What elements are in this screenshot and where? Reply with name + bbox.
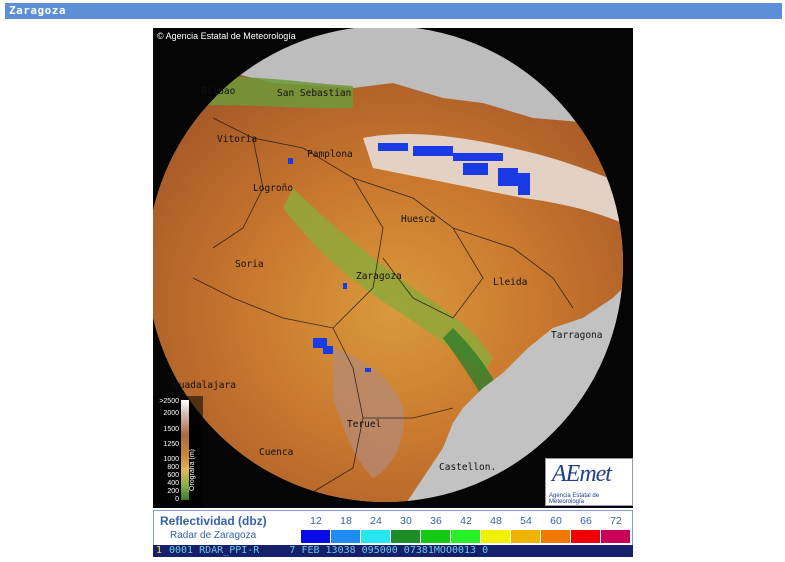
legend-color-swatch — [301, 530, 330, 543]
borders — [192, 117, 574, 499]
city-label-castellon: Castellon. — [439, 462, 497, 473]
radar-map-graphic — [153, 28, 623, 502]
legend-level-value: 12 — [310, 515, 322, 527]
credit-text: Agencia Estatal de Meteorología — [165, 31, 296, 41]
city-label-san-sebastian: San Sebastian — [277, 88, 352, 99]
scale-tick: 0 — [175, 496, 179, 503]
legend-level-value: 30 — [400, 515, 412, 527]
city-label-guadalajara: Guadalajara — [173, 380, 236, 391]
cantabrian-coast — [193, 76, 353, 109]
scale-tick: 600 — [167, 472, 179, 479]
legend-level-value: 24 — [370, 515, 382, 527]
legend-color-swatch — [511, 530, 540, 543]
legend-color-swatch — [601, 530, 630, 543]
radar-map: © Agencia Estatal de Meteorología Bilbao… — [153, 28, 633, 508]
city-label-logrono: Logroño — [253, 183, 294, 194]
legend-level-value: 60 — [550, 515, 562, 527]
legend-title: Reflectividad (dbz) — [160, 514, 267, 528]
ebro-delta-region — [443, 328, 498, 398]
legend-color-swatch — [451, 530, 480, 543]
city-label-pamplona: Pamplona — [307, 149, 353, 160]
status-highlight: 1 — [156, 545, 163, 556]
logo-subtitle: Agencia Estatal de Meteorología — [549, 493, 600, 505]
scale-tick: 1500 — [163, 426, 179, 433]
legend-level-value: 36 — [430, 515, 442, 527]
legend-level-value: 18 — [340, 515, 352, 527]
ebro-valley — [283, 188, 493, 373]
city-label-bilbao: Bilbao — [201, 86, 236, 97]
copyright-icon: © — [157, 31, 164, 41]
legend-level-value: 48 — [490, 515, 502, 527]
reflectivity-legend: Reflectividad (dbz) Radar de Zaragoza 12… — [153, 510, 633, 546]
scale-tick: 1250 — [163, 441, 179, 448]
iberian-range — [333, 348, 404, 478]
scale-tick: 1000 — [163, 456, 179, 463]
legend-color-swatch — [391, 530, 420, 543]
radar-echoes — [288, 143, 530, 372]
page-header: Zaragoza — [5, 3, 782, 19]
legend-color-swatch — [571, 530, 600, 543]
logo-text: AEmet — [552, 461, 612, 487]
city-label-tarragona: Tarragona — [551, 330, 603, 341]
legend-level-value: 66 — [580, 515, 592, 527]
page-title: Zaragoza — [9, 4, 66, 17]
scale-tick: 400 — [167, 480, 179, 487]
legend-level-value: 42 — [460, 515, 472, 527]
legend-color-swatch — [541, 530, 570, 543]
status-bar: 1 0001 RDAR_PPI-R 7 FEB 13038 095000 073… — [153, 545, 633, 557]
city-label-teruel: Teruel — [347, 419, 382, 430]
legend-level-value: 54 — [520, 515, 532, 527]
legend-color-swatch — [331, 530, 360, 543]
legend-color-swatch — [421, 530, 450, 543]
legend-color-swatch — [481, 530, 510, 543]
orography-scale: >2500 2000 1500 1250 1000 800 600 400 20… — [153, 396, 203, 508]
city-label-huesca: Huesca — [401, 214, 436, 225]
orography-gradient — [181, 400, 189, 500]
scale-tick: 2000 — [163, 410, 179, 417]
map-credit: © Agencia Estatal de Meteorología — [157, 31, 296, 41]
city-label-soria: Soria — [235, 259, 264, 270]
status-text: 0001 RDAR_PPI-R 7 FEB 13038 095000 07381… — [169, 545, 489, 556]
city-label-cuenca: Cuenca — [259, 447, 294, 458]
city-label-lleida: Lleida — [493, 277, 528, 288]
scale-tick: 800 — [167, 464, 179, 471]
aemet-logo: AEmet Agencia Estatal de Meteorología — [545, 458, 633, 506]
scale-tick: 200 — [167, 488, 179, 495]
legend-level-value: 72 — [610, 515, 622, 527]
city-label-vitoria: Vitoria — [217, 134, 258, 145]
city-label-zaragoza: Zaragoza — [356, 271, 402, 282]
scale-tick: >2500 — [159, 398, 179, 405]
legend-color-swatch — [361, 530, 390, 543]
orography-label: Orografía (m) — [189, 448, 196, 491]
legend-subtitle: Radar de Zaragoza — [170, 530, 257, 541]
